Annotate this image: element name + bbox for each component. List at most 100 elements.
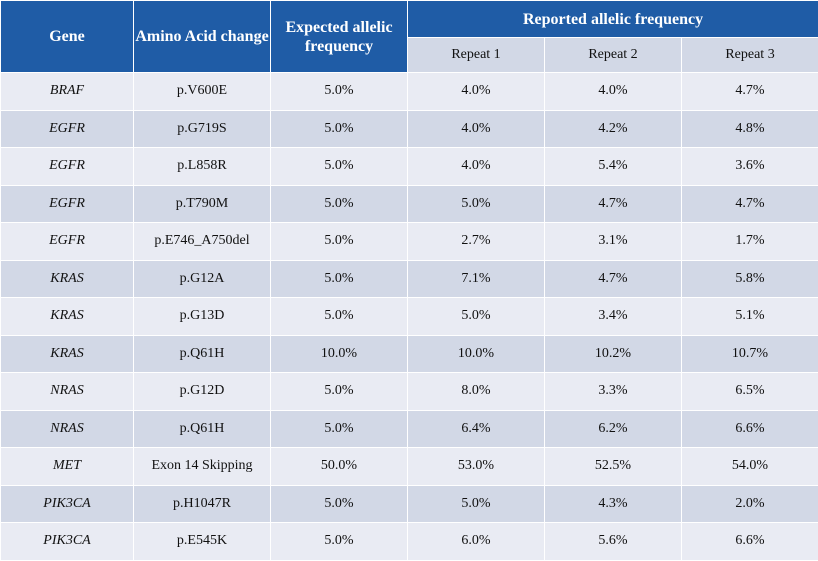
amino-acid-change-cell: p.G12D [134,373,271,411]
repeat-1-cell: 4.0% [408,73,545,111]
repeat-2-cell: 52.5% [545,448,682,486]
table-row: KRAS p.G12A 5.0% 7.1% 4.7% 5.8% [1,260,818,298]
header-row: Gene Amino Acid change Expected allelic … [1,1,818,38]
table-row: KRAS p.G13D 5.0% 5.0% 3.4% 5.1% [1,298,818,336]
amino-acid-change-cell: p.Q61H [134,335,271,373]
header-repeat-1: Repeat 1 [408,38,545,73]
expected-frequency-cell: 5.0% [271,485,408,523]
repeat-2-cell: 3.3% [545,373,682,411]
amino-acid-change-cell: p.E746_A750del [134,223,271,261]
gene-cell: EGFR [1,185,134,223]
repeat-2-cell: 4.3% [545,485,682,523]
header-expected-allelic-frequency: Expected allelic frequency [271,1,408,73]
gene-cell: MET [1,448,134,486]
table-row: NRAS p.Q61H 5.0% 6.4% 6.2% 6.6% [1,410,818,448]
repeat-1-cell: 10.0% [408,335,545,373]
table-row: KRAS p.Q61H 10.0% 10.0% 10.2% 10.7% [1,335,818,373]
amino-acid-change-cell: p.G13D [134,298,271,336]
expected-frequency-cell: 5.0% [271,148,408,186]
repeat-1-cell: 53.0% [408,448,545,486]
table-row: PIK3CA p.H1047R 5.0% 5.0% 4.3% 2.0% [1,485,818,523]
repeat-2-cell: 3.4% [545,298,682,336]
gene-cell: PIK3CA [1,485,134,523]
header-gene: Gene [1,1,134,73]
repeat-1-cell: 7.1% [408,260,545,298]
amino-acid-change-cell: p.V600E [134,73,271,111]
expected-frequency-cell: 5.0% [271,298,408,336]
gene-cell: KRAS [1,335,134,373]
table-row: PIK3CA p.E545K 5.0% 6.0% 5.6% 6.6% [1,523,818,561]
repeat-2-cell: 4.7% [545,260,682,298]
expected-frequency-cell: 5.0% [271,110,408,148]
repeat-3-cell: 4.7% [682,185,818,223]
gene-cell: NRAS [1,410,134,448]
expected-frequency-cell: 10.0% [271,335,408,373]
repeat-3-cell: 6.6% [682,523,818,561]
repeat-2-cell: 5.4% [545,148,682,186]
amino-acid-change-cell: p.E545K [134,523,271,561]
repeat-3-cell: 4.7% [682,73,818,111]
repeat-3-cell: 5.8% [682,260,818,298]
repeat-3-cell: 54.0% [682,448,818,486]
table-row: EGFR p.G719S 5.0% 4.0% 4.2% 4.8% [1,110,818,148]
expected-frequency-cell: 5.0% [271,185,408,223]
table-row: EGFR p.T790M 5.0% 5.0% 4.7% 4.7% [1,185,818,223]
repeat-1-cell: 5.0% [408,185,545,223]
repeat-1-cell: 6.4% [408,410,545,448]
repeat-3-cell: 10.7% [682,335,818,373]
expected-frequency-cell: 5.0% [271,223,408,261]
repeat-1-cell: 4.0% [408,110,545,148]
repeat-3-cell: 2.0% [682,485,818,523]
header-repeat-3: Repeat 3 [682,38,818,73]
amino-acid-change-cell: p.H1047R [134,485,271,523]
header-amino-acid-change: Amino Acid change [134,1,271,73]
repeat-2-cell: 4.0% [545,73,682,111]
expected-frequency-cell: 50.0% [271,448,408,486]
expected-frequency-cell: 5.0% [271,410,408,448]
gene-cell: KRAS [1,260,134,298]
repeat-1-cell: 4.0% [408,148,545,186]
table-body: BRAF p.V600E 5.0% 4.0% 4.0% 4.7% EGFR p.… [1,73,818,561]
repeat-2-cell: 6.2% [545,410,682,448]
gene-cell: KRAS [1,298,134,336]
amino-acid-change-cell: p.G12A [134,260,271,298]
repeat-3-cell: 5.1% [682,298,818,336]
table-row: NRAS p.G12D 5.0% 8.0% 3.3% 6.5% [1,373,818,411]
repeat-2-cell: 10.2% [545,335,682,373]
repeat-1-cell: 2.7% [408,223,545,261]
gene-cell: NRAS [1,373,134,411]
repeat-3-cell: 1.7% [682,223,818,261]
table-row: EGFR p.L858R 5.0% 4.0% 5.4% 3.6% [1,148,818,186]
repeat-2-cell: 4.2% [545,110,682,148]
amino-acid-change-cell: p.G719S [134,110,271,148]
table-row: BRAF p.V600E 5.0% 4.0% 4.0% 4.7% [1,73,818,111]
gene-cell: EGFR [1,148,134,186]
repeat-2-cell: 4.7% [545,185,682,223]
amino-acid-change-cell: Exon 14 Skipping [134,448,271,486]
repeat-1-cell: 5.0% [408,485,545,523]
amino-acid-change-cell: p.Q61H [134,410,271,448]
table-row: MET Exon 14 Skipping 50.0% 53.0% 52.5% 5… [1,448,818,486]
expected-frequency-cell: 5.0% [271,73,408,111]
repeat-1-cell: 6.0% [408,523,545,561]
header-repeat-2: Repeat 2 [545,38,682,73]
repeat-3-cell: 6.5% [682,373,818,411]
repeat-1-cell: 5.0% [408,298,545,336]
amino-acid-change-cell: p.L858R [134,148,271,186]
repeat-3-cell: 6.6% [682,410,818,448]
expected-frequency-cell: 5.0% [271,373,408,411]
repeat-1-cell: 8.0% [408,373,545,411]
gene-cell: EGFR [1,223,134,261]
amino-acid-change-cell: p.T790M [134,185,271,223]
repeat-2-cell: 5.6% [545,523,682,561]
table-row: EGFR p.E746_A750del 5.0% 2.7% 3.1% 1.7% [1,223,818,261]
gene-cell: BRAF [1,73,134,111]
repeat-3-cell: 4.8% [682,110,818,148]
header-reported-allelic-frequency: Reported allelic frequency [408,1,818,38]
expected-frequency-cell: 5.0% [271,523,408,561]
repeat-2-cell: 3.1% [545,223,682,261]
gene-cell: PIK3CA [1,523,134,561]
repeat-3-cell: 3.6% [682,148,818,186]
gene-cell: EGFR [1,110,134,148]
